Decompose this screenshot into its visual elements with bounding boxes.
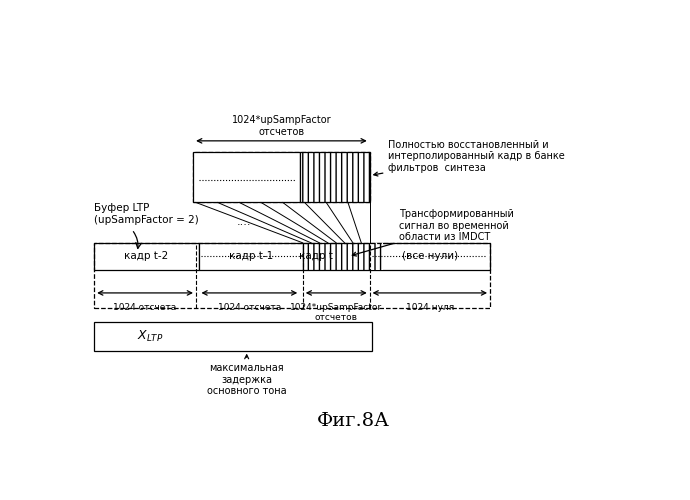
Text: Фиг.8А: Фиг.8А bbox=[317, 412, 390, 430]
FancyBboxPatch shape bbox=[193, 152, 300, 202]
Text: 1024 отсчета: 1024 отсчета bbox=[218, 302, 281, 312]
Text: 1024 нуля: 1024 нуля bbox=[406, 302, 454, 312]
Text: кадр t-2: кадр t-2 bbox=[124, 252, 168, 262]
Text: $X_{LTP}$: $X_{LTP}$ bbox=[137, 328, 164, 344]
FancyBboxPatch shape bbox=[193, 152, 370, 202]
Text: кадр t: кадр t bbox=[299, 252, 333, 262]
Text: Трансформированный
сигнал во временной
области из IMDCT: Трансформированный сигнал во временной о… bbox=[353, 209, 514, 256]
Text: ....: .... bbox=[237, 216, 251, 226]
Text: 1024 отсчета: 1024 отсчета bbox=[113, 302, 177, 312]
FancyBboxPatch shape bbox=[95, 322, 373, 350]
FancyBboxPatch shape bbox=[370, 243, 383, 270]
FancyBboxPatch shape bbox=[370, 243, 490, 270]
Text: максимальная
задержка
основного тона: максимальная задержка основного тона bbox=[207, 355, 286, 396]
Text: Буфер LTP
(upSampFactor = 2): Буфер LTP (upSampFactor = 2) bbox=[95, 203, 199, 225]
Text: кадр t-1: кадр t-1 bbox=[228, 252, 273, 262]
Text: 1024*upSampFactor
отсчетов: 1024*upSampFactor отсчетов bbox=[232, 116, 331, 137]
Text: 1024*upSampFactor
отсчетов: 1024*upSampFactor отсчетов bbox=[290, 302, 382, 322]
FancyBboxPatch shape bbox=[95, 243, 199, 270]
FancyBboxPatch shape bbox=[199, 243, 303, 270]
FancyBboxPatch shape bbox=[303, 243, 370, 270]
FancyBboxPatch shape bbox=[300, 152, 370, 202]
Text: (все нули): (все нули) bbox=[402, 252, 458, 262]
Text: Полностью восстановленный и
интерполированный кадр в банке
фильтров  синтеза: Полностью восстановленный и интерполиров… bbox=[374, 140, 565, 176]
